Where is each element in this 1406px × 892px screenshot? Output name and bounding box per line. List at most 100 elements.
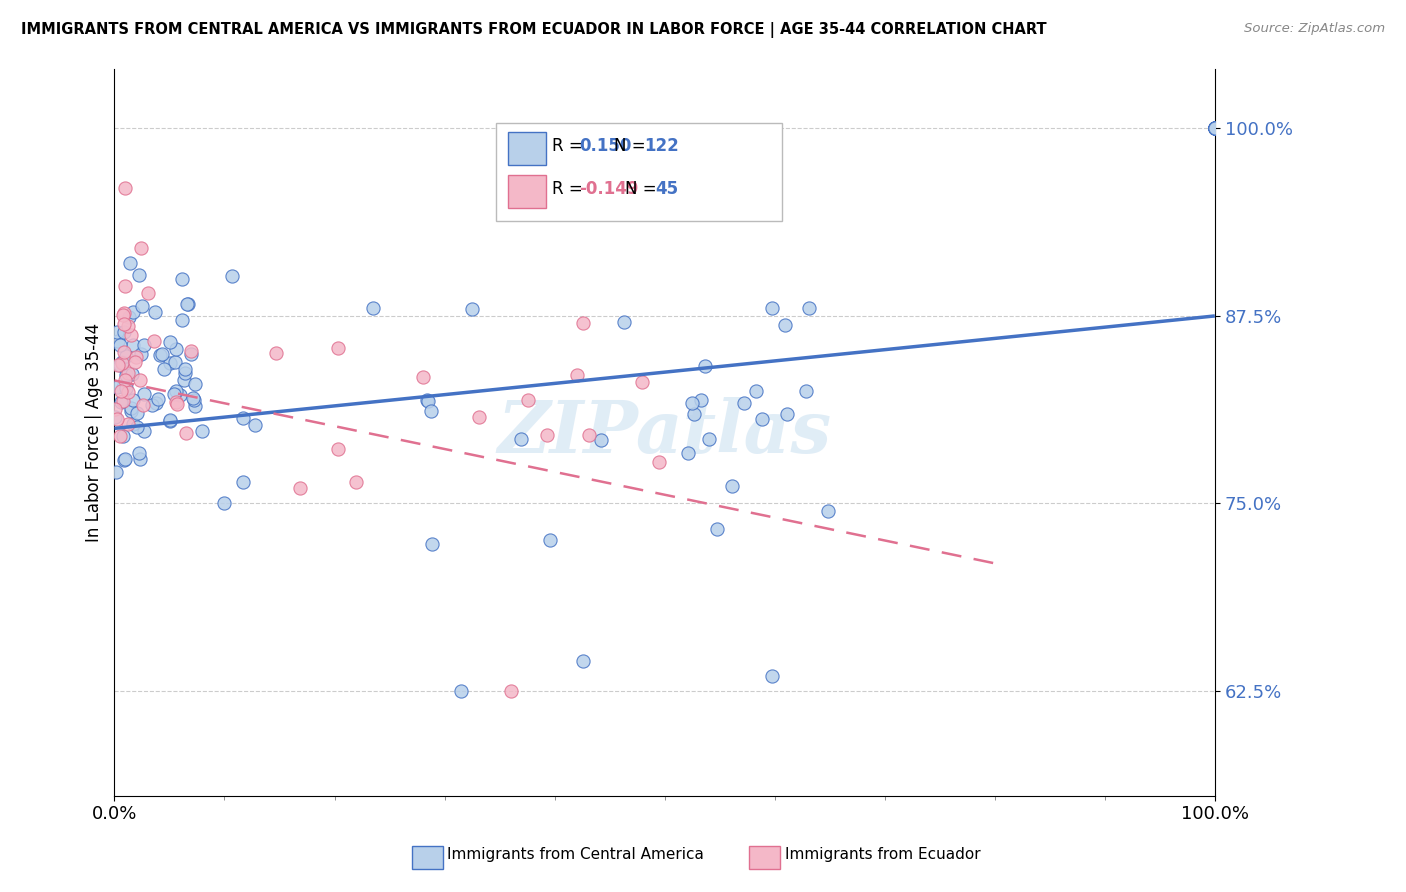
Point [120, 404, 142, 418]
Point [122, 338, 145, 352]
Point [121, 304, 143, 318]
Point [1204, 121, 1226, 136]
Point [146, 392, 169, 406]
Point [510, 432, 533, 446]
Point [761, 301, 783, 316]
Point [706, 522, 728, 536]
Point [143, 334, 166, 348]
Point [117, 384, 139, 399]
Text: -0.149: -0.149 [579, 179, 638, 198]
Point [174, 426, 197, 441]
Text: 122: 122 [644, 136, 679, 155]
Point [1204, 121, 1226, 136]
Point [131, 242, 153, 256]
Point [1204, 121, 1226, 136]
Point [565, 368, 588, 383]
Point [1204, 121, 1226, 136]
Point [125, 350, 148, 364]
Point [1204, 121, 1226, 136]
Point [232, 411, 254, 425]
Point [176, 296, 198, 310]
Point [112, 305, 135, 319]
Point [112, 380, 135, 394]
Point [817, 504, 839, 518]
Text: Source: ZipAtlas.com: Source: ZipAtlas.com [1244, 22, 1385, 36]
Point [344, 475, 367, 489]
Point [112, 345, 135, 359]
Point [721, 479, 744, 493]
Point [184, 377, 207, 392]
Point [112, 317, 135, 331]
Point [136, 285, 159, 300]
Point [1204, 121, 1226, 136]
Point [1204, 121, 1226, 136]
Point [797, 301, 820, 316]
Point [120, 401, 142, 415]
Point [165, 394, 187, 409]
Point [589, 433, 612, 447]
Point [129, 451, 152, 466]
Point [678, 445, 700, 459]
Point [114, 181, 136, 195]
Point [572, 654, 595, 668]
Point [461, 301, 484, 316]
Point [128, 268, 150, 282]
Point [191, 424, 214, 438]
Point [173, 373, 195, 387]
Point [110, 429, 132, 443]
Point [794, 384, 817, 398]
Point [177, 296, 200, 310]
Point [420, 404, 443, 418]
Point [112, 428, 135, 442]
Point [117, 417, 139, 431]
Text: 45: 45 [655, 179, 678, 198]
Point [121, 367, 143, 381]
Point [114, 279, 136, 293]
Text: N =: N = [626, 179, 662, 198]
Point [114, 451, 136, 466]
Text: 0.150: 0.150 [579, 136, 631, 155]
Point [1204, 121, 1226, 136]
Point [115, 349, 138, 363]
Point [121, 417, 143, 431]
Point [690, 393, 713, 408]
Point [412, 370, 434, 384]
Point [751, 412, 773, 426]
Point [361, 301, 384, 316]
Point [149, 348, 172, 362]
Point [111, 356, 134, 370]
Point [733, 396, 755, 410]
Point [128, 446, 150, 460]
Point [418, 394, 440, 409]
Point [127, 420, 149, 434]
Point [111, 355, 134, 369]
Text: ZIPatlas: ZIPatlas [498, 397, 832, 467]
Point [1204, 121, 1226, 136]
Point [288, 481, 311, 495]
Point [1204, 121, 1226, 136]
Point [415, 392, 437, 407]
Point [326, 442, 349, 456]
Point [163, 387, 186, 401]
Point [166, 397, 188, 411]
Point [110, 395, 132, 409]
Point [132, 387, 155, 401]
Point [536, 428, 558, 442]
Point [141, 398, 163, 412]
Point [538, 533, 561, 548]
Point [697, 433, 720, 447]
Point [326, 341, 349, 355]
Point [174, 366, 197, 380]
Point [761, 669, 783, 683]
Point [1204, 121, 1226, 136]
Point [114, 368, 136, 382]
Point [578, 428, 600, 442]
Text: Immigrants from Central America: Immigrants from Central America [447, 847, 704, 863]
Point [517, 393, 540, 408]
Point [107, 334, 129, 348]
Point [1204, 121, 1226, 136]
Point [104, 410, 127, 425]
Point [127, 406, 149, 420]
Point [1204, 121, 1226, 136]
Point [571, 317, 593, 331]
